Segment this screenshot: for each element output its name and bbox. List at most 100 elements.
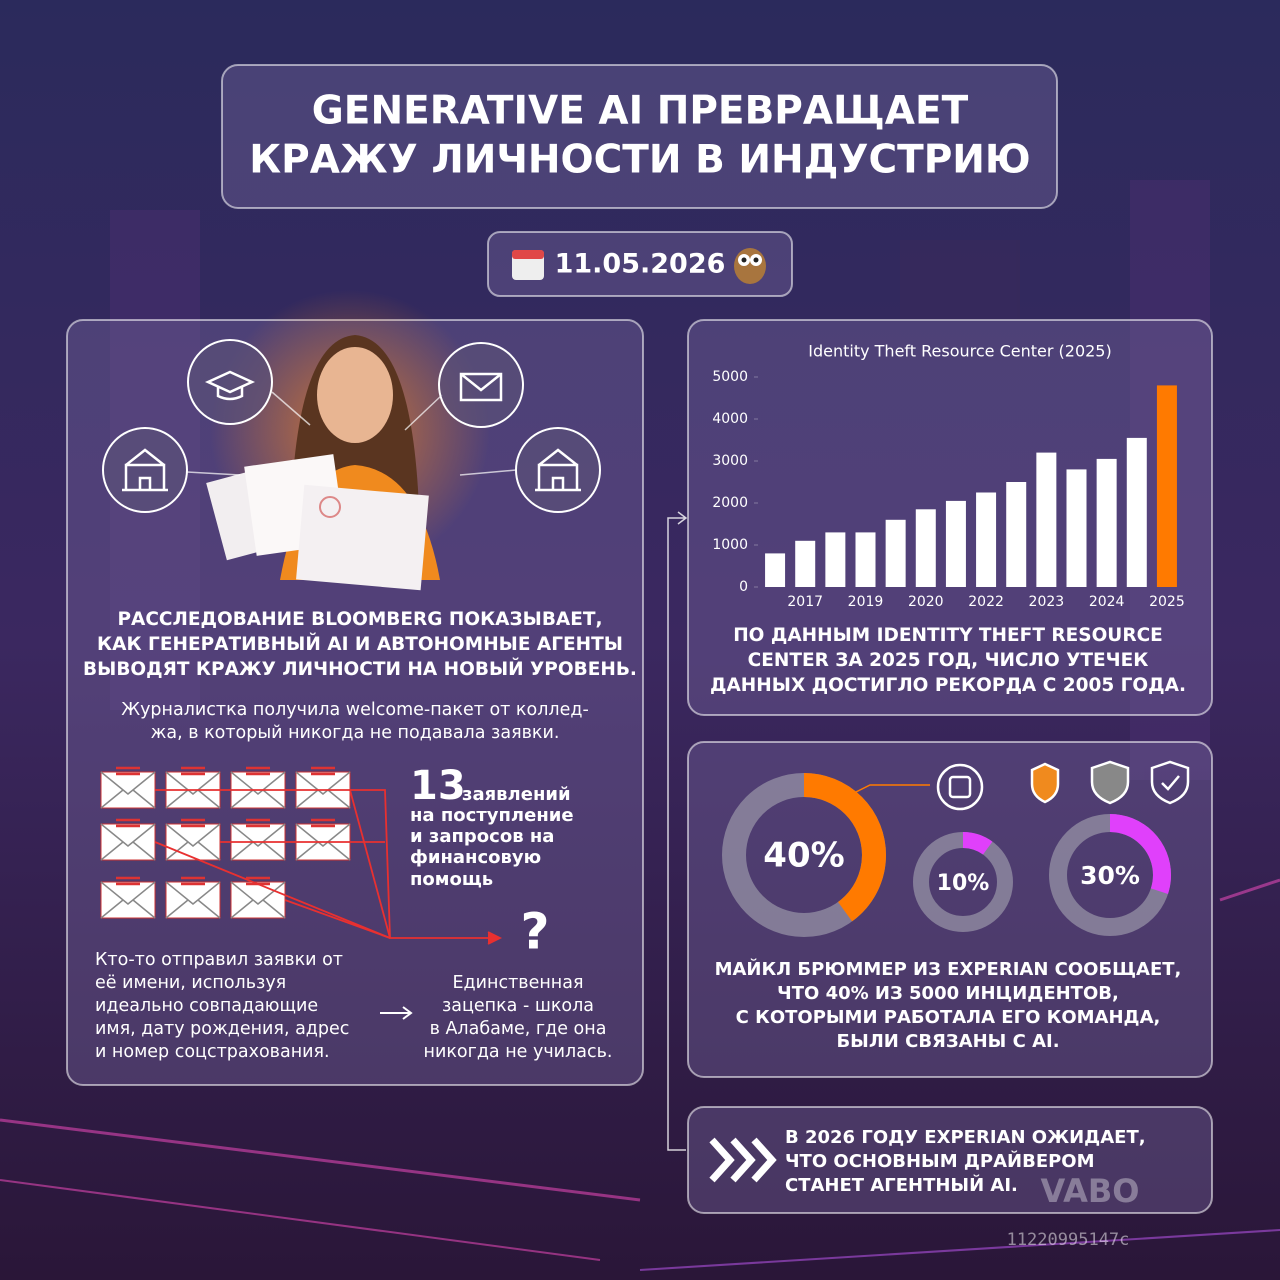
donut-arc: [913, 832, 1013, 932]
bar: [1126, 437, 1147, 587]
envelope-flap: [295, 771, 351, 809]
watermark: VABO: [1041, 1172, 1140, 1210]
headline: РАССЛЕДОВАНИЕ BLOOMBERG ПОКАЗЫВАЕТ,: [117, 609, 602, 630]
icons: [122, 370, 581, 492]
footer-text: СТАНЕТ АГЕНТНЫЙ AI.: [785, 1174, 1018, 1196]
chevrons: [709, 1137, 777, 1183]
bar-chart: 0 1000 2000 3000 4000 5000 2017 2019 2020 2022 202…: [712, 369, 1184, 610]
envelope: [100, 881, 156, 919]
intro: Журналистка получила welcome-пакет от ко…: [121, 700, 589, 720]
title: GENERATIVE AI ПРЕВРАЩАЕТ: [312, 89, 969, 134]
calendar-icon: [512, 250, 544, 280]
bar: [795, 540, 816, 587]
envelope-flap: [295, 823, 351, 861]
envelope-flap: [230, 881, 286, 919]
count-text: помощь: [410, 869, 493, 890]
envelope-flap: [165, 881, 221, 919]
y-tick-label: 0: [739, 579, 748, 595]
bar: [885, 519, 906, 587]
envelope: [100, 771, 156, 809]
bar: [1096, 458, 1117, 587]
intro: жа, в который никогда не подавала заявки…: [151, 723, 560, 743]
experian-text: МАЙКЛ БРЮММЕР ИЗ EXPERIAN СООБЩАЕТ,: [715, 958, 1182, 980]
envelope-flap: [100, 771, 156, 809]
title-box: [221, 64, 1058, 209]
bar: [945, 500, 966, 587]
donut-arc: [722, 773, 886, 937]
y-tick-label: 3000: [712, 453, 748, 469]
date: 11.05.2026: [555, 249, 726, 280]
left-text: её имени, используя: [95, 973, 286, 993]
x-tick-label: 2019: [848, 594, 884, 610]
envelope-flap: [230, 823, 286, 861]
left-text: имя, дату рождения, адрес: [95, 1019, 349, 1039]
x-tick-label: 2023: [1029, 594, 1065, 610]
left-text: Кто-то отправил заявки от: [95, 950, 343, 970]
count-text: на поступление: [410, 805, 574, 826]
icon-links: [186, 391, 517, 476]
count-text: заявлений: [462, 784, 571, 805]
y-tick-label: 4000: [712, 411, 748, 427]
envelope-flap: [165, 771, 221, 809]
experian-text: БЫЛИ СВЯЗАНЫ С AI.: [836, 1031, 1059, 1052]
footer-text: В 2026 ГОДУ EXPERIAN ОЖИДАЕТ,: [785, 1127, 1146, 1148]
donut-label: 10%: [937, 871, 990, 896]
chart-title: Identity Theft Resource Center (2025): [808, 342, 1111, 361]
date-box: [487, 231, 793, 297]
donut-label: 30%: [1080, 861, 1140, 890]
donut-icons: [936, 760, 1190, 811]
bar: [855, 532, 876, 587]
experian-text: С КОТОРЫМИ РАБОТАЛА ЕГО КОМАНДА,: [736, 1007, 1161, 1028]
x-tick-label: 2022: [968, 594, 1004, 610]
footer-panel: [687, 1106, 1213, 1214]
envelope-flap: [100, 881, 156, 919]
bar: [915, 509, 936, 587]
count-text: и запросов на: [410, 826, 554, 847]
footer-text: ЧТО ОСНОВНЫМ ДРАЙВЕРОМ: [785, 1150, 1095, 1172]
right-text: зацепка - школа: [442, 996, 594, 1016]
experian-text: ЧТО 40% ИЗ 5000 ИНЦИДЕНТОВ,: [777, 983, 1119, 1004]
envelope-lines: [116, 876, 140, 886]
chart-caption: ПО ДАННЫМ IDENTITY THEFT RESOURCE: [733, 625, 1163, 646]
envelope-lines: [181, 876, 205, 886]
envelope-lines: [246, 818, 270, 828]
envelope: [165, 823, 221, 861]
left-text: идеально совпадающие: [95, 996, 318, 1016]
icon-circles: [102, 339, 601, 513]
y-tick-label: 2000: [712, 495, 748, 511]
count: 13: [410, 763, 466, 809]
arrow: [380, 1006, 413, 1020]
envelope-lines: [116, 818, 140, 828]
x-tick-label: 2020: [908, 594, 944, 610]
x-tick-label: 2024: [1089, 594, 1125, 610]
bar: [1036, 452, 1057, 587]
bar: [1156, 385, 1177, 587]
chart-caption: CENTER ЗА 2025 ГОД, ЧИСЛО УТЕЧЕК: [748, 650, 1149, 671]
bar: [1006, 482, 1027, 587]
woman-illustration: [206, 335, 440, 591]
envelope-lines: [116, 766, 140, 776]
envelope-flap: [230, 771, 286, 809]
connector: [667, 511, 688, 1151]
headline: ВЫВОДЯТ КРАЖУ ЛИЧНОСТИ НА НОВЫЙ УРОВЕНЬ.: [83, 658, 637, 680]
envelope: [230, 881, 286, 919]
donut-charts: 40% 10% 30%: [722, 773, 1171, 937]
red-links: [154, 789, 503, 945]
right-text: никогда не училась.: [424, 1042, 613, 1062]
image-id: 11220995147c: [1007, 1230, 1130, 1250]
envelope: [100, 823, 156, 861]
envelope-lines: [181, 766, 205, 776]
bar: [976, 492, 997, 587]
donut-arc: [1049, 814, 1171, 936]
envelope-lines: [311, 766, 335, 776]
bar: [825, 532, 846, 587]
question-mark: ?: [520, 903, 549, 961]
chart-caption: ДАННЫХ ДОСТИГЛО РЕКОРДА С 2005 ГОДА.: [710, 675, 1186, 696]
right-text: Единственная: [452, 973, 583, 993]
envelope-lines: [181, 818, 205, 828]
donut-label: 40%: [763, 836, 844, 876]
envelope-flap: [100, 823, 156, 861]
y-tick-label: 5000: [712, 369, 748, 385]
count-text: финансовую: [410, 847, 541, 868]
